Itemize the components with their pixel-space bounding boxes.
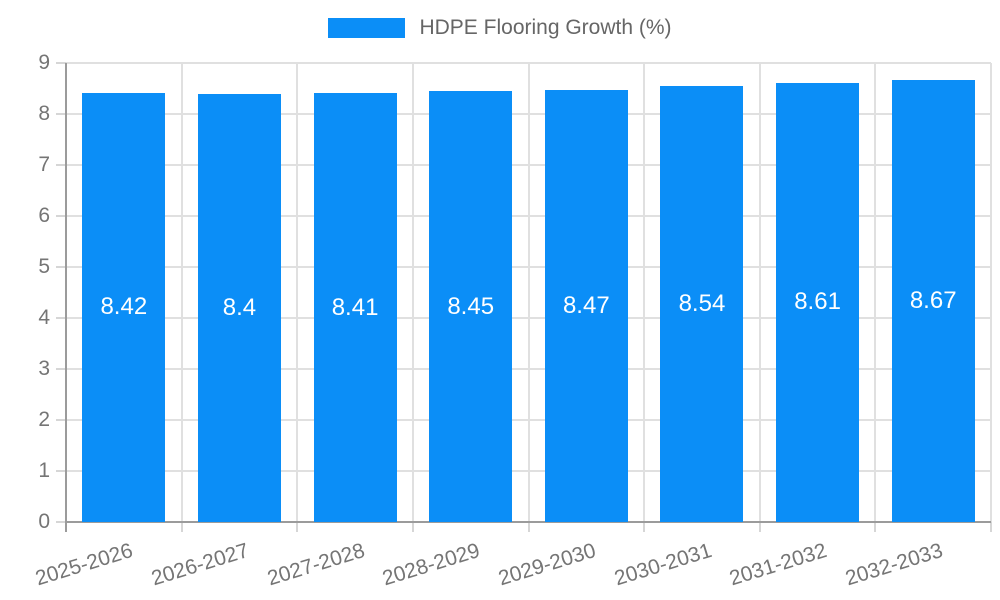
x-tick-mark <box>643 522 646 532</box>
y-tick-label: 2 <box>38 408 50 431</box>
x-axis-line <box>65 521 991 523</box>
y-tick-mark <box>56 113 66 115</box>
x-tick-mark <box>874 522 877 532</box>
x-tick-mark <box>180 522 183 532</box>
y-tick-mark <box>56 470 66 472</box>
y-tick-label: 1 <box>38 459 50 482</box>
v-gridline <box>874 63 877 522</box>
bar[interactable] <box>660 86 744 522</box>
x-tick-label: 2025-2026 <box>33 538 136 591</box>
v-gridline <box>527 63 530 522</box>
bar[interactable] <box>776 82 860 522</box>
y-tick-mark <box>56 215 66 217</box>
y-tick-label: 0 <box>38 510 50 533</box>
x-tick-label: 2027-2028 <box>264 538 368 591</box>
y-tick-mark <box>56 62 66 64</box>
bar-value-label: 8.42 <box>100 293 148 321</box>
y-tick-label: 3 <box>38 357 50 380</box>
y-tick-mark <box>56 317 66 319</box>
x-tick-label: 2031-2032 <box>726 538 830 591</box>
v-gridline <box>411 63 414 522</box>
v-gridline <box>758 63 761 522</box>
bar[interactable] <box>197 93 281 522</box>
y-tick-mark <box>56 368 66 370</box>
y-tick-mark <box>56 164 66 166</box>
bar[interactable] <box>429 91 513 522</box>
bar-value-label: 8.41 <box>331 293 379 321</box>
x-tick-mark <box>990 522 992 532</box>
y-tick-label: 5 <box>38 255 50 278</box>
y-tick-label: 8 <box>38 102 50 125</box>
bar-value-label: 8.45 <box>447 292 495 320</box>
bar-value-label: 8.54 <box>678 290 726 318</box>
x-tick-mark <box>758 522 761 532</box>
y-tick-mark <box>56 521 66 523</box>
x-tick-mark <box>411 522 414 532</box>
bar[interactable] <box>544 90 628 522</box>
legend-swatch <box>328 18 406 38</box>
x-tick-label: 2029-2030 <box>495 538 599 591</box>
y-tick-mark <box>56 266 66 268</box>
x-tick-mark <box>296 522 299 532</box>
v-gridline <box>296 63 299 522</box>
bar[interactable] <box>82 92 166 522</box>
legend[interactable]: HDPE Flooring Growth (%) <box>0 16 1000 40</box>
v-gridline <box>180 63 183 522</box>
v-gridline <box>643 63 646 522</box>
bar-value-label: 8.67 <box>909 286 957 314</box>
bar[interactable] <box>313 93 397 522</box>
x-tick-label: 2026-2027 <box>148 538 252 591</box>
bar-value-label: 8.47 <box>562 292 610 319</box>
y-tick-label: 6 <box>38 204 50 227</box>
y-tick-label: 9 <box>38 51 50 74</box>
legend-label: HDPE Flooring Growth (%) <box>419 16 672 39</box>
y-tick-mark <box>56 419 66 421</box>
y-tick-label: 7 <box>38 153 50 176</box>
x-tick-label: 2032-2033 <box>842 538 946 591</box>
bar-value-label: 8.61 <box>794 288 841 316</box>
x-tick-label: 2028-2029 <box>379 538 483 591</box>
v-gridline <box>990 63 992 522</box>
x-tick-mark <box>527 522 530 532</box>
y-tick-label: 4 <box>38 306 50 329</box>
y-axis-line <box>65 63 67 532</box>
x-tick-label: 2030-2031 <box>611 538 714 591</box>
bar-value-label: 8.4 <box>222 293 257 321</box>
bar[interactable] <box>891 79 975 522</box>
